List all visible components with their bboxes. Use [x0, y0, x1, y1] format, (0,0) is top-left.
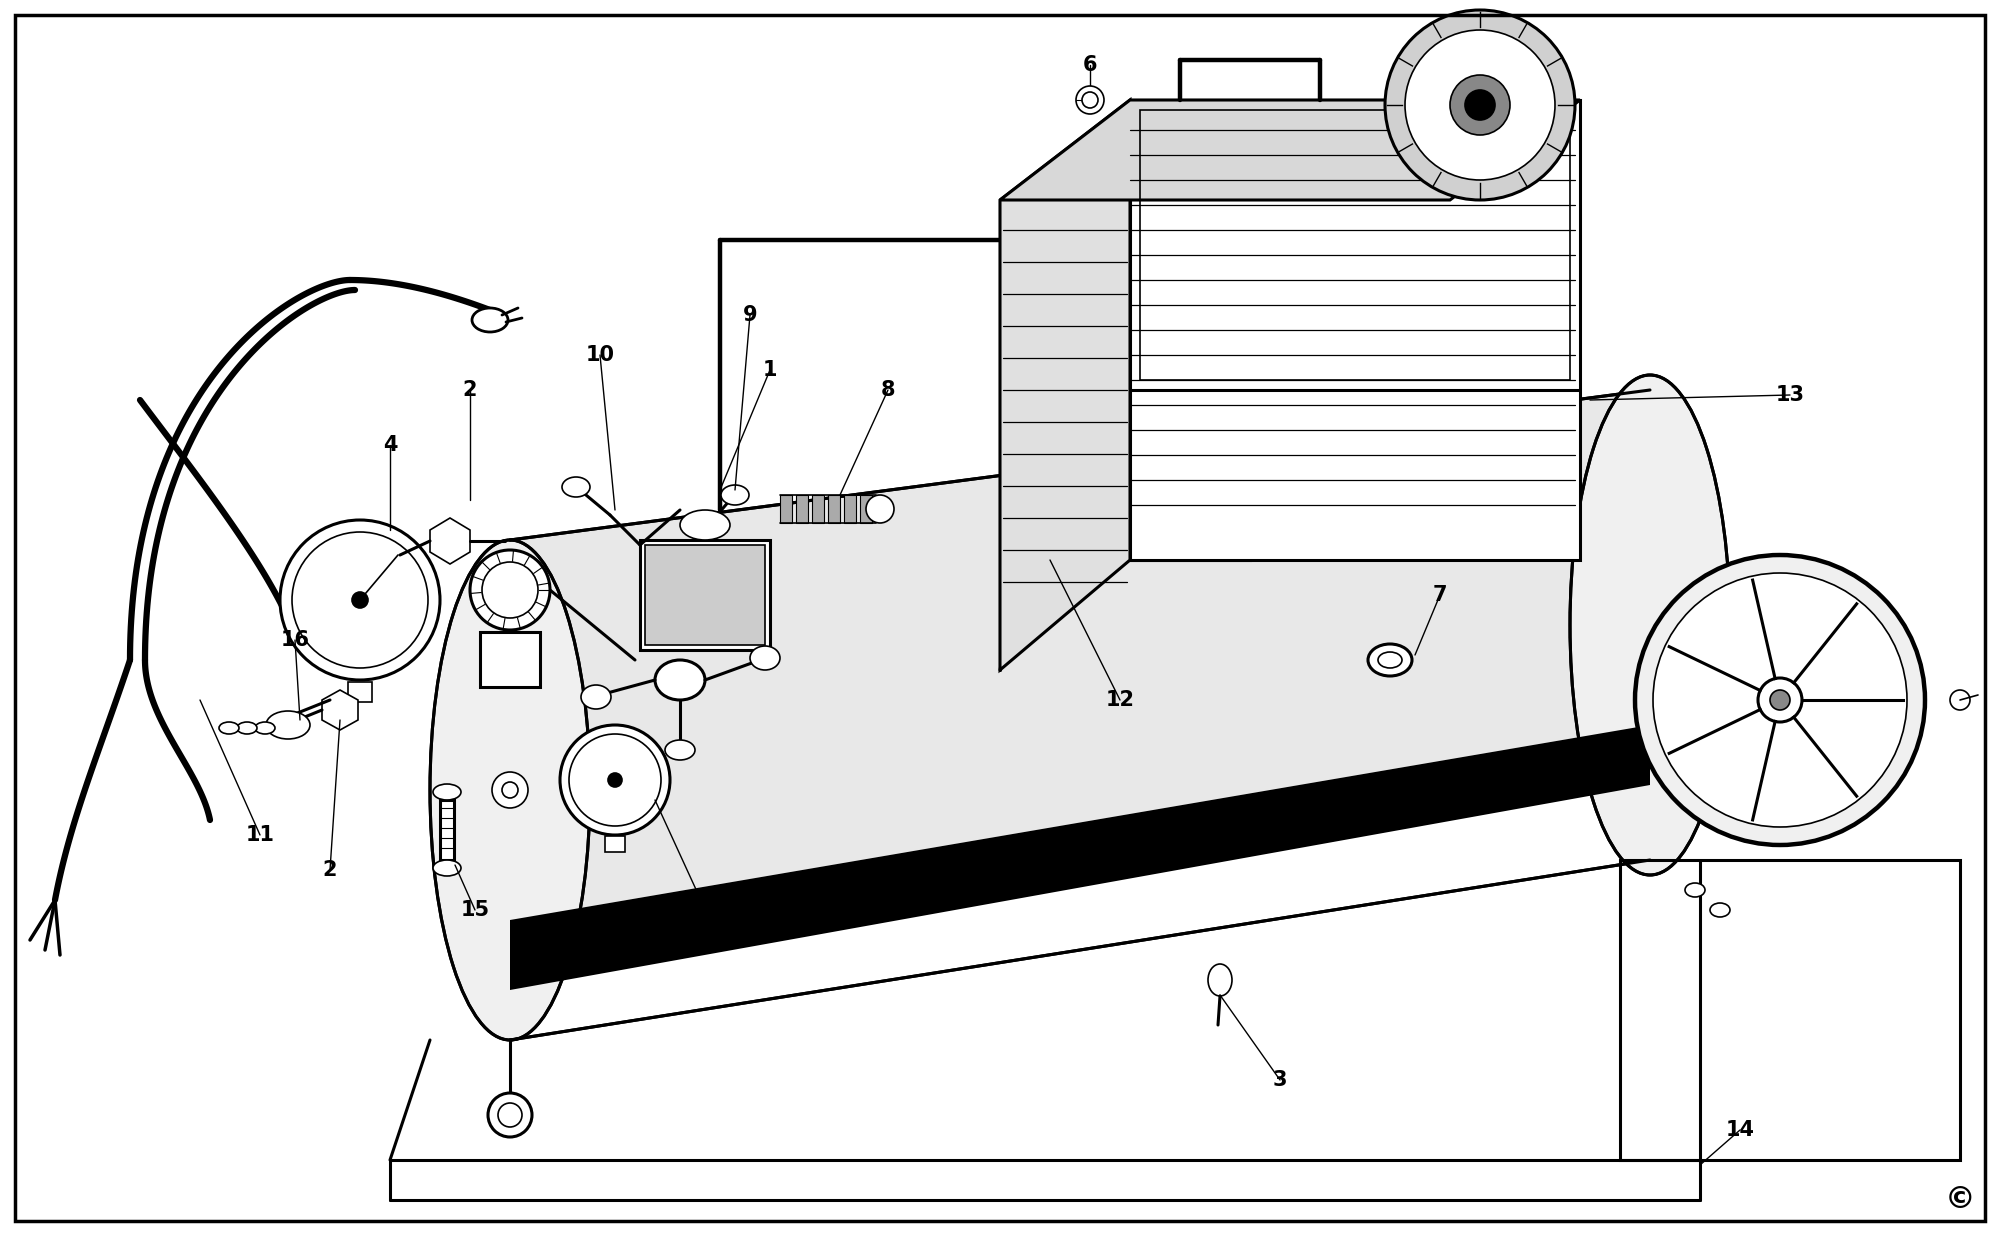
- Polygon shape: [510, 726, 1650, 990]
- Ellipse shape: [352, 592, 368, 608]
- Ellipse shape: [720, 485, 750, 506]
- Ellipse shape: [220, 722, 240, 734]
- Ellipse shape: [266, 711, 310, 739]
- Ellipse shape: [1570, 375, 1730, 875]
- Polygon shape: [1130, 100, 1580, 560]
- Polygon shape: [510, 391, 1650, 920]
- Polygon shape: [1000, 100, 1130, 670]
- Ellipse shape: [1464, 90, 1496, 120]
- Ellipse shape: [1634, 555, 1924, 845]
- Ellipse shape: [434, 784, 462, 800]
- Ellipse shape: [472, 308, 508, 332]
- Ellipse shape: [1368, 644, 1412, 676]
- Ellipse shape: [1522, 461, 1540, 480]
- Ellipse shape: [750, 646, 780, 670]
- Text: 5: 5: [702, 910, 718, 929]
- Ellipse shape: [488, 1093, 532, 1137]
- Ellipse shape: [560, 726, 670, 836]
- Polygon shape: [1000, 100, 1580, 200]
- Ellipse shape: [1950, 690, 1970, 709]
- Ellipse shape: [1758, 679, 1802, 722]
- Bar: [780, 494, 792, 523]
- Ellipse shape: [1770, 690, 1790, 709]
- Ellipse shape: [482, 562, 538, 618]
- Bar: [606, 836, 626, 852]
- Ellipse shape: [434, 860, 462, 876]
- Ellipse shape: [570, 734, 662, 826]
- Text: 16: 16: [280, 630, 310, 650]
- Ellipse shape: [498, 1103, 522, 1127]
- Ellipse shape: [680, 510, 730, 540]
- Ellipse shape: [562, 477, 590, 497]
- Polygon shape: [430, 518, 470, 564]
- Ellipse shape: [256, 722, 276, 734]
- Bar: [796, 494, 808, 523]
- Ellipse shape: [866, 494, 894, 523]
- Polygon shape: [322, 690, 358, 730]
- Ellipse shape: [1710, 904, 1730, 917]
- Ellipse shape: [656, 660, 706, 700]
- Ellipse shape: [1404, 30, 1556, 180]
- Ellipse shape: [430, 540, 590, 1039]
- Text: 8: 8: [880, 379, 896, 400]
- Ellipse shape: [492, 772, 528, 808]
- Ellipse shape: [502, 782, 518, 798]
- Text: 3: 3: [1272, 1070, 1288, 1090]
- Text: 2: 2: [322, 860, 338, 880]
- Ellipse shape: [1652, 574, 1906, 827]
- Text: 6: 6: [1082, 54, 1098, 75]
- Text: 14: 14: [1726, 1120, 1754, 1140]
- Ellipse shape: [1082, 91, 1098, 108]
- Ellipse shape: [1450, 75, 1510, 135]
- Ellipse shape: [1378, 653, 1402, 667]
- Bar: [844, 494, 856, 523]
- Ellipse shape: [1528, 440, 1552, 460]
- Ellipse shape: [608, 772, 622, 787]
- Text: 7: 7: [1432, 585, 1448, 604]
- Bar: [646, 545, 766, 645]
- Text: 4: 4: [382, 435, 398, 455]
- Ellipse shape: [666, 740, 696, 760]
- Bar: [480, 632, 540, 687]
- Ellipse shape: [582, 685, 612, 709]
- Text: 11: 11: [246, 824, 274, 845]
- Ellipse shape: [280, 520, 440, 680]
- Polygon shape: [1050, 391, 1380, 560]
- Text: ©: ©: [1944, 1185, 1976, 1215]
- Text: 9: 9: [742, 305, 758, 325]
- Ellipse shape: [292, 531, 428, 667]
- Bar: [812, 494, 824, 523]
- Ellipse shape: [1370, 480, 1390, 501]
- Bar: [860, 494, 872, 523]
- Text: 12: 12: [1106, 690, 1134, 709]
- Bar: [828, 494, 840, 523]
- Ellipse shape: [470, 550, 550, 630]
- Ellipse shape: [1684, 883, 1704, 897]
- Bar: [1140, 110, 1570, 379]
- Ellipse shape: [238, 722, 258, 734]
- Bar: [640, 540, 770, 650]
- Ellipse shape: [1384, 10, 1576, 200]
- Text: 1: 1: [762, 360, 778, 379]
- Text: 10: 10: [586, 345, 614, 365]
- Text: 15: 15: [460, 900, 490, 920]
- Bar: [348, 682, 372, 702]
- Ellipse shape: [1208, 964, 1232, 996]
- Text: 13: 13: [1776, 384, 1804, 405]
- Text: 2: 2: [462, 379, 478, 400]
- Bar: [440, 800, 454, 860]
- Ellipse shape: [1076, 87, 1104, 114]
